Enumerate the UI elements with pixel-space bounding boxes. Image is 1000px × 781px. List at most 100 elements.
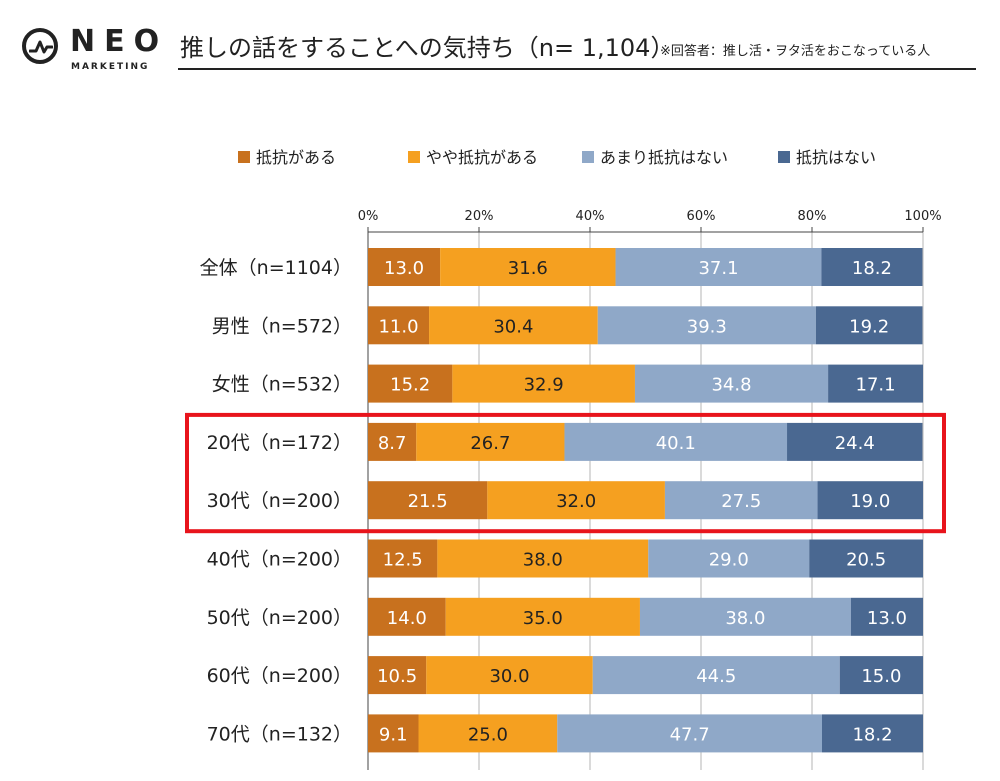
x-tick-label: 0% — [358, 209, 379, 224]
data-label: 44.5 — [696, 666, 736, 687]
data-label: 13.0 — [867, 608, 907, 629]
legend-swatch — [238, 151, 250, 163]
legend-label: 抵抗がある — [256, 148, 336, 167]
data-label: 40.1 — [656, 433, 696, 454]
data-label: 30.0 — [489, 666, 529, 687]
data-label: 25.0 — [468, 724, 508, 745]
category-label: 30代（n=200） — [207, 490, 352, 512]
bar-segment — [815, 306, 923, 345]
category-label: 20代（n=172） — [207, 432, 352, 454]
data-label: 21.5 — [408, 491, 448, 512]
logo-subtitle: MARKETING — [71, 62, 150, 72]
data-label: 10.5 — [377, 666, 417, 687]
bar-segment — [850, 597, 923, 636]
data-label: 32.0 — [556, 491, 596, 512]
bar-segment — [445, 597, 640, 636]
bar-segment — [615, 248, 822, 286]
legend-swatch — [582, 151, 594, 163]
data-label: 26.7 — [470, 433, 510, 454]
data-label: 32.9 — [524, 375, 564, 396]
data-label: 17.1 — [856, 375, 896, 396]
data-label: 9.1 — [379, 724, 408, 745]
data-label: 13.0 — [384, 258, 424, 279]
data-label: 18.2 — [852, 724, 892, 745]
bar-segment — [839, 656, 923, 695]
data-label: 15.2 — [390, 375, 430, 396]
bar-segment — [368, 656, 427, 695]
data-label: 27.5 — [721, 491, 761, 512]
bar-segment — [564, 422, 788, 461]
x-tick-label: 100% — [904, 209, 941, 224]
data-label: 19.0 — [850, 491, 890, 512]
bar-segment — [452, 364, 635, 403]
data-label: 35.0 — [523, 608, 563, 629]
logo-wordmark: NEO — [70, 24, 169, 59]
bar-segment — [639, 597, 851, 636]
legend-label: あまり抵抗はない — [600, 148, 728, 167]
bar-segment — [426, 656, 593, 695]
bar-segment — [592, 656, 840, 695]
data-label: 29.0 — [709, 550, 749, 571]
bar-segment — [634, 364, 829, 403]
x-tick-label: 20% — [465, 209, 494, 224]
bar-segment — [828, 364, 923, 403]
bar-segment — [368, 248, 441, 286]
data-label: 15.0 — [861, 666, 901, 687]
data-label: 14.0 — [387, 608, 427, 629]
bar-segment — [821, 714, 923, 753]
legend-label: 抵抗はない — [796, 148, 876, 167]
bar-segment — [809, 539, 923, 578]
x-tick-label: 40% — [576, 209, 605, 224]
data-label: 47.7 — [670, 724, 710, 745]
bar-segment — [817, 481, 923, 520]
data-label: 19.2 — [849, 316, 889, 337]
category-label: 40代（n=200） — [207, 549, 352, 571]
bar-segment — [487, 481, 665, 520]
bar-segment — [429, 306, 598, 345]
bar-segment — [368, 306, 430, 345]
data-label: 11.0 — [378, 316, 418, 337]
category-label: 50代（n=200） — [207, 607, 352, 629]
logo-pulse-icon — [22, 28, 58, 64]
logo: NEO MARKETING — [22, 22, 162, 78]
category-label: 60代（n=200） — [207, 665, 352, 687]
data-label: 18.2 — [852, 258, 892, 279]
bar-segment — [368, 481, 488, 520]
highlight-box — [185, 412, 946, 534]
x-tick-label: 60% — [687, 209, 716, 224]
bar-segment — [368, 422, 417, 461]
category-label: 女性（n=532） — [212, 374, 352, 396]
data-label: 37.1 — [698, 258, 738, 279]
data-label: 20.5 — [846, 550, 886, 571]
bar-segment — [597, 306, 816, 345]
data-label: 38.0 — [523, 550, 563, 571]
legend-swatch — [408, 151, 420, 163]
data-label: 38.0 — [725, 608, 765, 629]
category-label: 70代（n=132） — [207, 723, 352, 745]
x-tick-label: 80% — [798, 209, 827, 224]
data-label: 39.3 — [687, 316, 727, 337]
respondent-note: ※回答者：推し活・ヲタ活をおこなっている人 — [660, 44, 931, 59]
data-label: 8.7 — [378, 433, 407, 454]
data-label: 34.8 — [711, 375, 751, 396]
bar-segment — [368, 597, 446, 636]
data-label: 12.5 — [383, 550, 423, 571]
bar-segment — [664, 481, 818, 520]
bar-segment — [440, 248, 616, 286]
bar-segment — [821, 248, 923, 286]
bar-segment — [787, 422, 923, 461]
data-label: 24.4 — [835, 433, 875, 454]
bar-segment — [416, 422, 565, 461]
bar-segment — [557, 714, 822, 753]
data-label: 30.4 — [493, 316, 533, 337]
category-label: 男性（n=572） — [212, 315, 352, 337]
category-label: 全体（n=1104） — [200, 257, 352, 279]
data-label: 31.6 — [508, 258, 548, 279]
bar-segment — [368, 364, 453, 403]
bar-segment — [648, 539, 810, 578]
bar-segment — [368, 539, 438, 578]
bar-segment — [368, 714, 419, 753]
legend-label: やや抵抗がある — [426, 148, 538, 167]
chart-title: 推しの話をすることへの気持ち（n= 1,104） — [180, 34, 675, 62]
